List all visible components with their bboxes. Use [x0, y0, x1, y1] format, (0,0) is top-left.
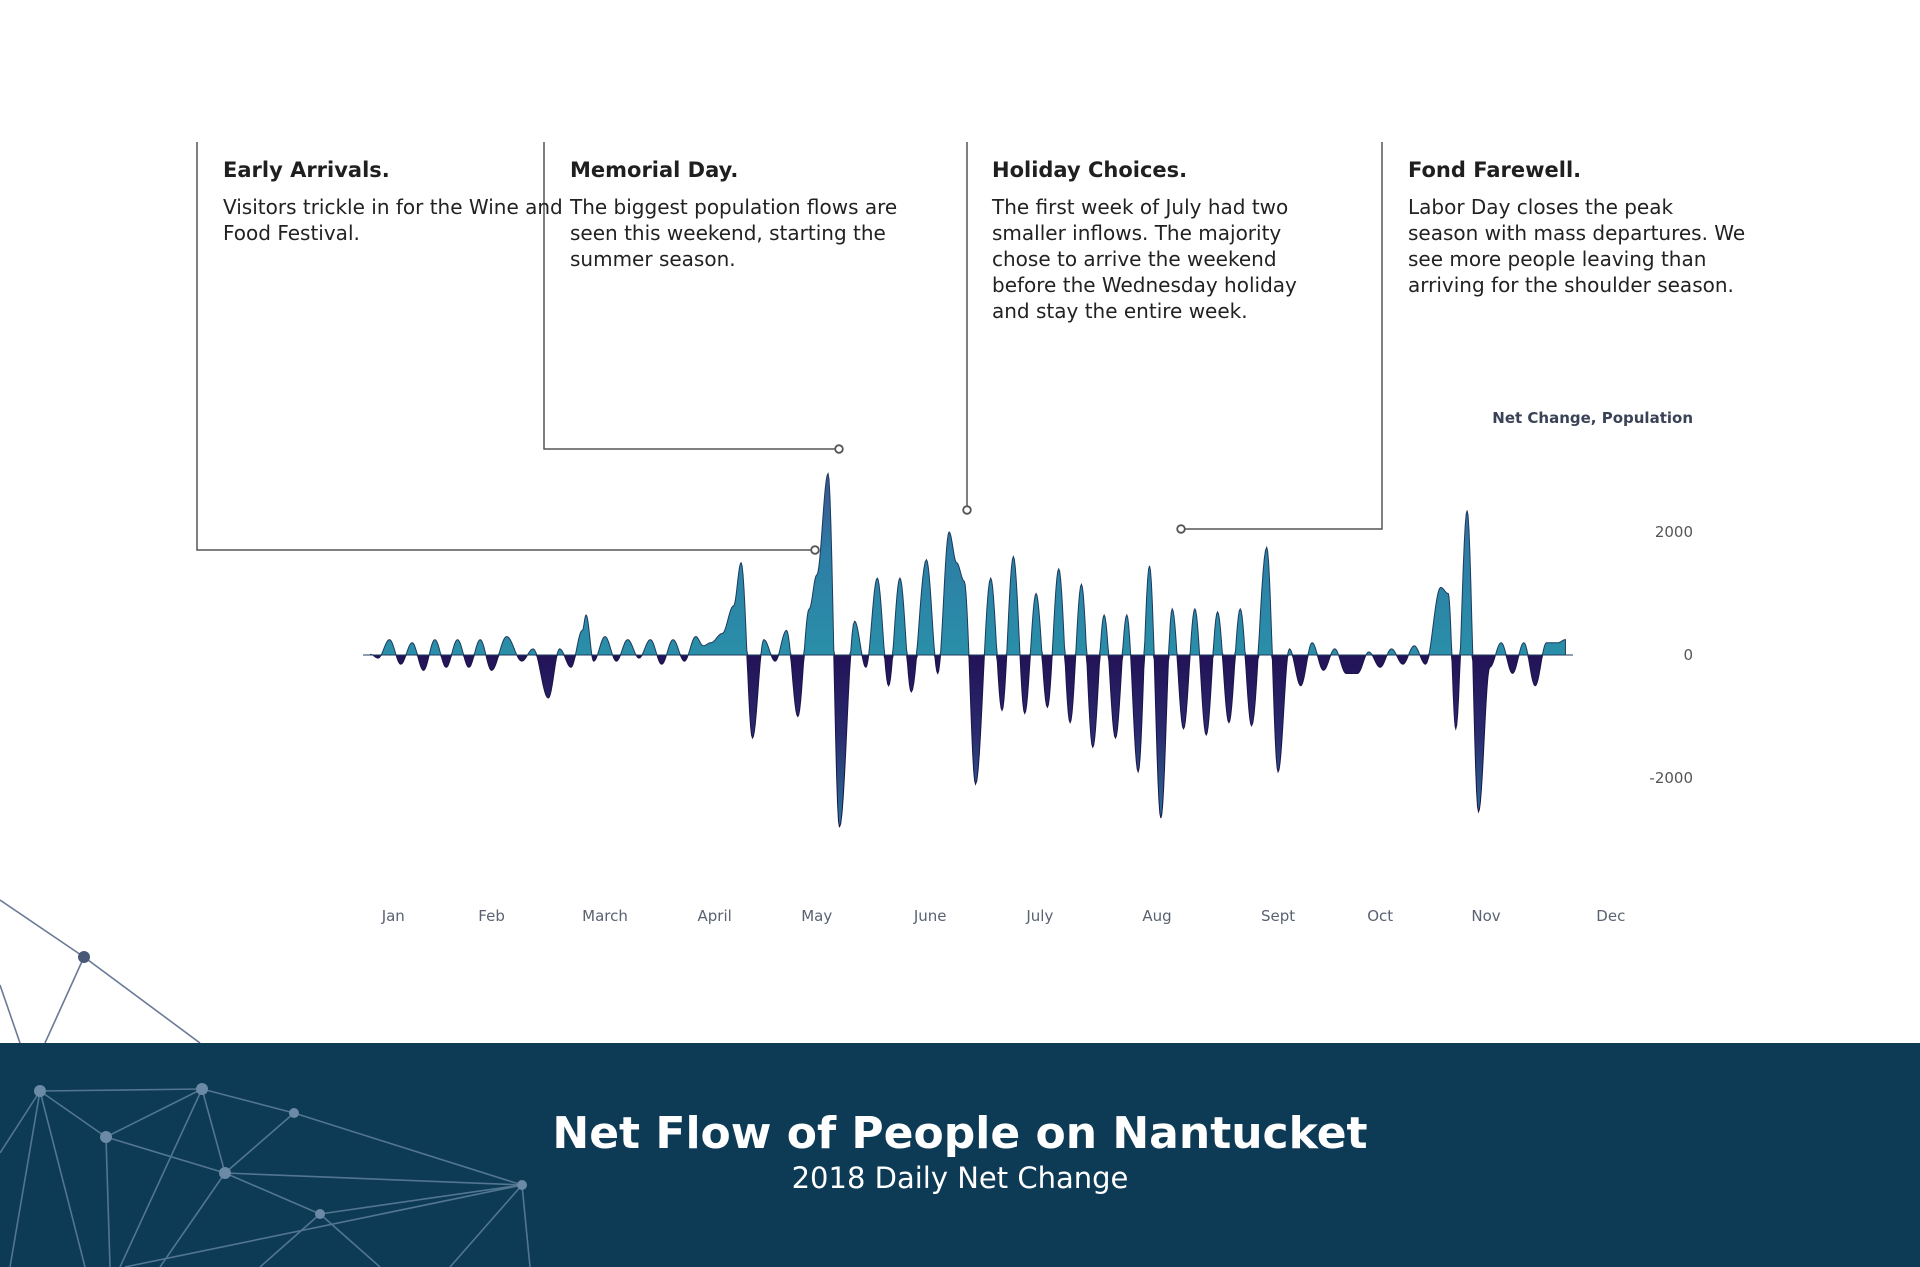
x-tick-label: June — [913, 907, 947, 925]
annotation-body: Visitors trickle in for the Wine and Foo… — [223, 195, 563, 245]
leader-line — [196, 142, 815, 551]
area-layer — [363, 472, 1573, 828]
annotation-title: Fond Farewell. — [1408, 158, 1582, 182]
annotation-memorial-day: Memorial Day. The biggest population flo… — [570, 156, 910, 272]
annotation-marker — [810, 545, 820, 555]
network-decoration-top — [0, 899, 201, 1043]
annotation-title: Memorial Day. — [570, 158, 739, 182]
y-tick-label: 0 — [1683, 646, 1693, 664]
annotation-leader-lines — [196, 142, 1383, 555]
annotation-fond-farewell: Fond Farewell. Labor Day closes the peak… — [1408, 156, 1748, 298]
x-tick-label: Oct — [1367, 907, 1393, 925]
y-tick-label: 2000 — [1655, 523, 1693, 541]
y-tick-label: -2000 — [1649, 769, 1693, 787]
annotation-marker — [962, 505, 972, 515]
x-tick-label: Aug — [1142, 907, 1171, 925]
annotation-title: Holiday Choices. — [992, 158, 1188, 182]
leader-line — [543, 142, 839, 450]
x-tick-label: Nov — [1471, 907, 1500, 925]
annotation-marker — [1176, 524, 1186, 534]
annotation-early-arrivals: Early Arrivals. Visitors trickle in for … — [223, 156, 563, 246]
annotation-title: Early Arrivals. — [223, 158, 390, 182]
negative-flow-area — [370, 654, 1566, 828]
annotation-body: The first week of July had two smaller i… — [992, 195, 1297, 323]
y-axis-ticks: 2000 0 -2000 — [1649, 523, 1693, 787]
y-axis-title: Net Change, Population — [1492, 409, 1693, 427]
network-decoration — [0, 1083, 531, 1267]
leader-line — [1181, 142, 1383, 530]
x-tick-label: Dec — [1596, 907, 1625, 925]
x-axis-ticks: Jan Feb March April May June July Aug Sept Oct Nov… — [381, 907, 1626, 925]
x-tick-label: Sept — [1261, 907, 1295, 925]
x-tick-label: July — [1025, 907, 1053, 925]
title-block: Net Flow of People on Nantucket 2018 Dai… — [0, 1108, 1920, 1196]
chart-title: Net Flow of People on Nantucket — [552, 1108, 1368, 1159]
x-tick-label: Jan — [381, 907, 405, 925]
x-tick-label: Feb — [478, 907, 505, 925]
annotation-holiday-choices: Holiday Choices. The first week of July … — [992, 156, 1332, 324]
chart-subtitle: 2018 Daily Net Change — [791, 1161, 1129, 1195]
x-tick-label: May — [801, 907, 832, 925]
x-tick-label: March — [582, 907, 628, 925]
annotation-marker — [834, 444, 844, 454]
footer-banner — [0, 1043, 1920, 1267]
annotation-body: The biggest population flows are seen th… — [570, 195, 898, 271]
annotation-body: Labor Day closes the peak season with ma… — [1408, 195, 1746, 297]
positive-flow-area — [370, 472, 1566, 656]
x-tick-label: April — [698, 907, 732, 925]
